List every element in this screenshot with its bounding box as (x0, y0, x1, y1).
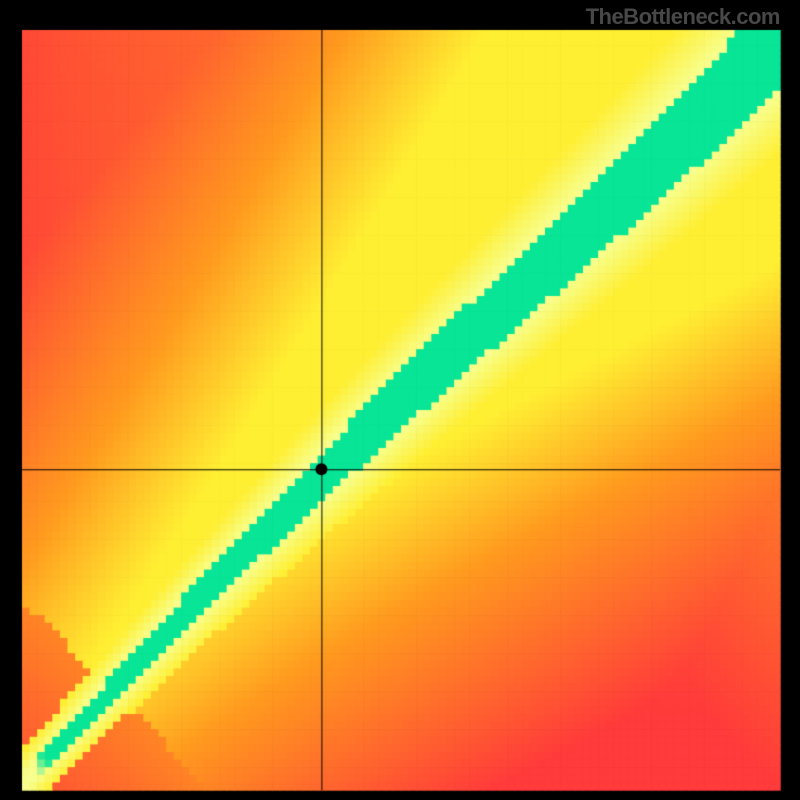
watermark-label: TheBottleneck.com (586, 4, 780, 30)
chart-container: TheBottleneck.com (0, 0, 800, 800)
heatmap-canvas (0, 0, 800, 800)
